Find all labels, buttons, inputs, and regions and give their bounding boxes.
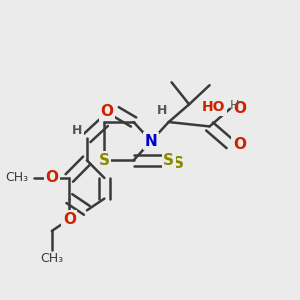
Text: S: S [163,153,174,168]
Text: H: H [230,99,239,112]
Text: N: N [145,134,158,149]
Text: CH₃: CH₃ [5,172,28,184]
Text: H: H [72,124,83,137]
Text: O: O [45,170,58,185]
Text: O: O [233,136,246,152]
Text: S: S [173,156,184,171]
Text: S: S [163,153,174,168]
Text: O: O [233,101,246,116]
Text: HO: HO [202,100,226,114]
Text: H: H [157,104,167,117]
Text: O: O [63,212,76,227]
Text: S: S [99,153,110,168]
Text: CH₃: CH₃ [40,252,63,266]
Text: S: S [99,153,110,168]
Text: O: O [100,104,113,119]
